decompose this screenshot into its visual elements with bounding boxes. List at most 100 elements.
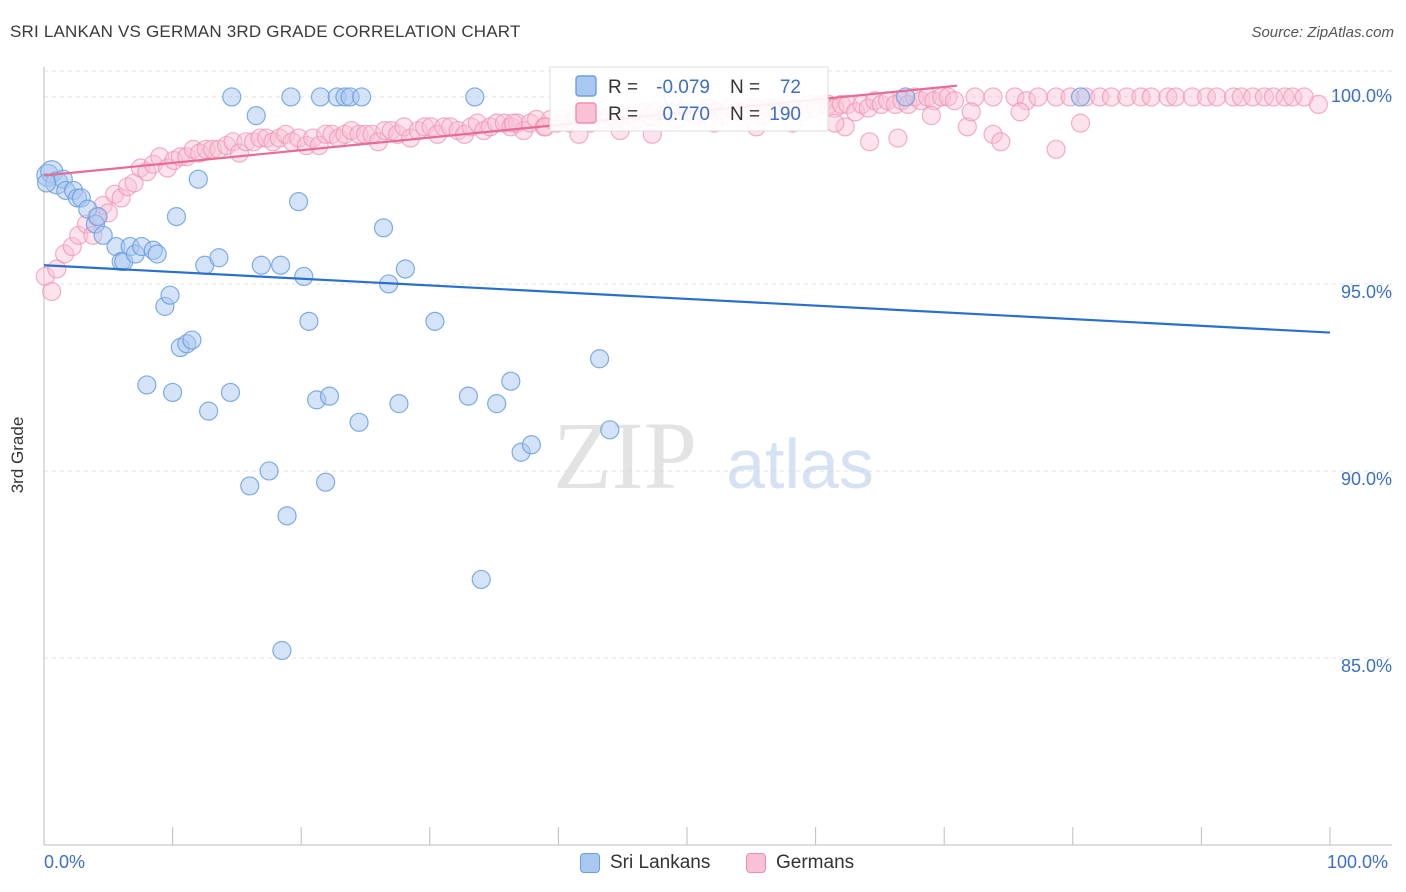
- sri-lankan-point: [93, 225, 113, 245]
- sri-lankans-points: [36, 87, 1091, 661]
- sri-lankan-point: [199, 401, 219, 421]
- german-point: [1231, 87, 1251, 107]
- sri-lankan-point: [271, 255, 291, 275]
- sri-lankan-point: [272, 640, 292, 661]
- sri-lankan-point: [521, 435, 541, 455]
- german-point: [1182, 87, 1202, 107]
- german-point: [957, 117, 977, 137]
- german-point: [250, 128, 270, 148]
- sri-lankan-point: [166, 207, 187, 227]
- german-point: [1166, 87, 1186, 107]
- sri-lankan-point: [896, 87, 916, 107]
- german-point: [42, 281, 62, 302]
- german-point: [316, 124, 336, 144]
- german-point: [289, 128, 309, 148]
- y-tick-label-3: 100.0%: [1331, 86, 1392, 106]
- series-legend: Sri Lankans Germans: [0, 852, 1406, 878]
- german-point: [1275, 87, 1295, 107]
- german-point: [1016, 91, 1037, 111]
- german-point: [1028, 87, 1048, 107]
- sri-lankan-point: [137, 375, 157, 395]
- german-point: [1263, 87, 1284, 107]
- stats-swatch-0: [575, 75, 597, 97]
- sri-lankan-point: [209, 248, 229, 268]
- sri-lankan-point: [299, 311, 319, 331]
- german-point: [69, 225, 89, 245]
- sri-lankan-point: [160, 285, 180, 305]
- german-point: [62, 236, 82, 257]
- german-point: [1308, 94, 1329, 115]
- german-point: [375, 120, 395, 141]
- german-point: [983, 87, 1003, 107]
- watermark-atlas: atlas: [726, 425, 874, 503]
- sri-lankan-point: [319, 386, 340, 406]
- german-point: [1010, 102, 1030, 122]
- german-point: [1158, 87, 1178, 107]
- legend-label-sri-lankans: Sri Lankans: [610, 852, 711, 873]
- stats-legend: R = -0.079 N = 72 R = 0.770 N = 190: [549, 66, 829, 132]
- stats-swatch-1: [575, 102, 597, 124]
- sri-lankan-point: [220, 382, 241, 403]
- sri-lankan-point: [163, 382, 183, 403]
- sri-lankan-point: [281, 87, 301, 107]
- german-point: [1090, 87, 1110, 107]
- source-label: Source: ZipAtlas.com: [1251, 24, 1394, 41]
- german-point: [1223, 87, 1244, 107]
- sri-lankan-point: [589, 349, 610, 369]
- german-point: [1101, 87, 1121, 107]
- stats-n-value-0: 72: [780, 77, 801, 98]
- german-point: [1283, 87, 1303, 107]
- sri-lankan-point: [36, 173, 57, 193]
- stats-n-label-0: N =: [730, 77, 760, 98]
- german-point: [137, 162, 157, 182]
- german-point: [888, 128, 908, 148]
- german-point: [860, 132, 880, 152]
- sri-lankan-point: [465, 87, 485, 107]
- german-point: [944, 91, 965, 111]
- german-point: [47, 259, 67, 279]
- german-point: [921, 106, 941, 126]
- watermark-zip: ZIP: [553, 402, 697, 509]
- stats-n-label-1: N =: [730, 104, 760, 125]
- sri-lankan-point: [294, 266, 314, 287]
- sri-lankan-point: [395, 259, 415, 279]
- german-point: [394, 117, 414, 137]
- legend-swatch-pink: [746, 853, 766, 873]
- sri-lankan-point: [600, 420, 620, 440]
- sri-lankan-point: [182, 330, 202, 350]
- sri-lankan-point: [289, 192, 309, 212]
- german-point: [303, 128, 323, 148]
- sri-lankan-point: [352, 87, 372, 107]
- german-point: [514, 120, 534, 141]
- german-point: [1046, 87, 1066, 107]
- german-point: [487, 113, 507, 133]
- sri-lankan-point: [487, 394, 507, 414]
- sri-lankans-trend-line: [43, 264, 1331, 334]
- german-point: [1046, 139, 1066, 159]
- sri-lankan-point: [147, 244, 167, 264]
- german-point: [236, 132, 256, 152]
- sri-lankan-point: [88, 207, 108, 227]
- german-point: [111, 188, 131, 208]
- german-point: [1196, 87, 1217, 107]
- german-point: [825, 113, 845, 133]
- x-tick-label-max: 100.0%: [1327, 852, 1389, 872]
- sri-lankan-point: [501, 371, 521, 391]
- legend-swatch-blue: [580, 853, 600, 873]
- german-point: [983, 124, 1003, 144]
- sri-lankan-point: [349, 412, 369, 432]
- sri-lankan-point: [188, 169, 208, 189]
- sri-lankan-point: [458, 386, 478, 406]
- sri-lankan-point: [246, 106, 266, 126]
- legend-item-germans: Germans: [746, 852, 854, 874]
- y-tick-label-1: 90.0%: [1341, 469, 1392, 489]
- sri-lankan-point: [251, 255, 271, 275]
- y-tick-label-2: 95.0%: [1341, 282, 1392, 302]
- german-point: [309, 135, 329, 156]
- sri-lankan-point: [389, 394, 409, 414]
- y-tick-label-0: 85.0%: [1341, 656, 1392, 676]
- stats-n-value-1: 190: [769, 104, 801, 125]
- stats-r-label-1: R =: [608, 104, 638, 125]
- german-point: [1117, 87, 1137, 107]
- german-point: [1141, 87, 1161, 107]
